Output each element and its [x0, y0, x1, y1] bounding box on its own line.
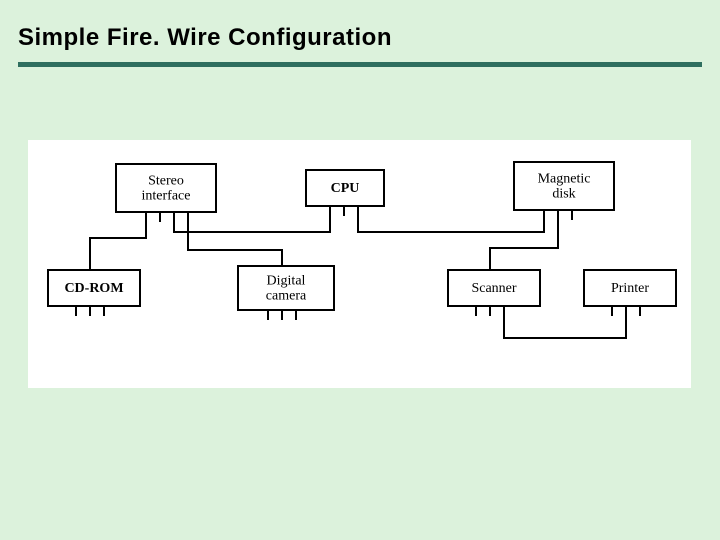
edge-stereo-to-cdrom	[90, 222, 146, 270]
node-label-mag-1: disk	[552, 187, 575, 202]
node-mag: Magneticdisk	[514, 162, 614, 220]
node-stereo: Stereointerface	[116, 164, 216, 222]
node-printer: Printer	[584, 270, 676, 316]
node-cdrom: CD-ROM	[48, 270, 140, 316]
node-label-cdrom: CD-ROM	[64, 281, 123, 296]
edge-cpu-to-magdisk	[358, 210, 544, 232]
page-title: Simple Fire. Wire Configuration	[18, 24, 392, 52]
edge-scanner-to-printer	[504, 306, 626, 338]
diagram-svg: Stereointerface CPU Magneticdisk CD-ROM Digi…	[28, 140, 691, 388]
node-camera: Digitalcamera	[238, 266, 334, 320]
node-label-printer: Printer	[611, 281, 649, 296]
node-label-scanner: Scanner	[471, 281, 516, 296]
edge-cpu-to-stereo	[174, 212, 330, 232]
node-label-camera-0: Digital	[267, 274, 306, 289]
node-label-cpu: CPU	[331, 181, 360, 196]
edge-magdisk-to-scanner	[490, 220, 558, 270]
diagram-panel: Stereointerface CPU Magneticdisk CD-ROM Digi…	[28, 140, 691, 388]
node-scanner: Scanner	[448, 270, 540, 316]
node-label-mag-0: Magnetic	[538, 172, 591, 187]
node-label-camera-1: camera	[266, 289, 307, 304]
title-rule	[18, 62, 702, 67]
node-label-stereo-1: interface	[142, 189, 191, 204]
edge-stereo-to-camera	[188, 222, 282, 266]
node-label-stereo-0: Stereo	[148, 174, 184, 189]
node-cpu: CPU	[306, 170, 384, 216]
